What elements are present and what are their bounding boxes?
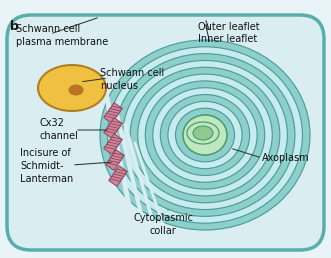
Ellipse shape bbox=[175, 108, 235, 162]
Ellipse shape bbox=[160, 94, 250, 175]
Text: Schwann cell
plasma membrane: Schwann cell plasma membrane bbox=[16, 24, 108, 47]
Ellipse shape bbox=[168, 101, 242, 169]
Ellipse shape bbox=[130, 67, 280, 203]
Ellipse shape bbox=[115, 54, 295, 216]
Text: Schwann cell
nucleus: Schwann cell nucleus bbox=[100, 68, 164, 91]
Ellipse shape bbox=[69, 85, 83, 95]
Ellipse shape bbox=[100, 40, 310, 230]
Text: Cx32
channel: Cx32 channel bbox=[40, 118, 79, 141]
Text: Inner leaflet: Inner leaflet bbox=[198, 34, 257, 44]
Text: Cytoplasmic
collar: Cytoplasmic collar bbox=[133, 213, 193, 236]
Ellipse shape bbox=[183, 115, 227, 155]
Ellipse shape bbox=[38, 65, 106, 111]
Ellipse shape bbox=[193, 126, 213, 140]
Ellipse shape bbox=[187, 122, 219, 144]
Bar bbox=[104, 118, 122, 138]
Bar bbox=[109, 166, 127, 186]
Bar bbox=[104, 103, 122, 123]
Ellipse shape bbox=[183, 115, 227, 155]
Text: Axoplasm: Axoplasm bbox=[262, 153, 309, 163]
Ellipse shape bbox=[138, 74, 272, 196]
Ellipse shape bbox=[145, 81, 265, 189]
Ellipse shape bbox=[108, 47, 303, 223]
Ellipse shape bbox=[123, 60, 287, 209]
Bar bbox=[106, 150, 124, 170]
FancyBboxPatch shape bbox=[7, 15, 324, 250]
Text: Incisure of
Schmidt-
Lanterman: Incisure of Schmidt- Lanterman bbox=[20, 148, 73, 184]
Text: b: b bbox=[10, 20, 19, 33]
Text: Outer leaflet: Outer leaflet bbox=[198, 22, 260, 32]
Bar bbox=[104, 134, 122, 154]
Ellipse shape bbox=[153, 88, 257, 182]
